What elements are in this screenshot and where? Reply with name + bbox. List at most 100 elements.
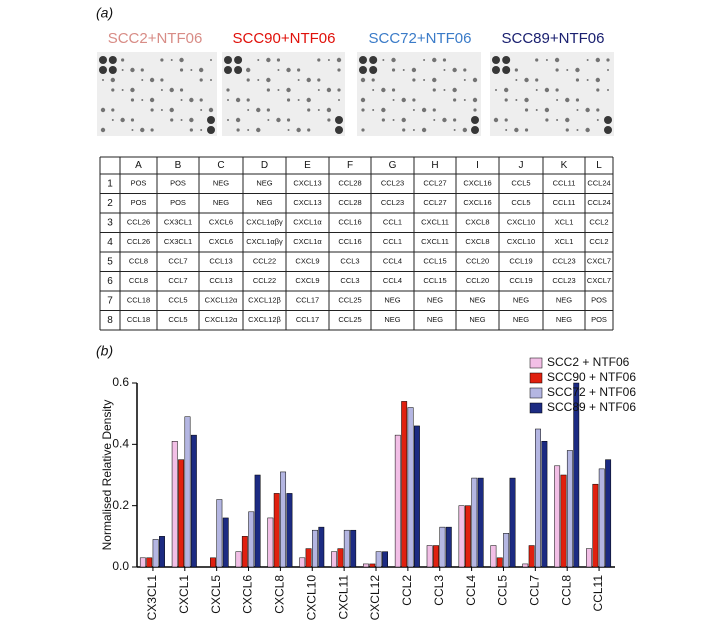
blot-dot xyxy=(297,68,301,72)
blot-dot xyxy=(453,118,457,122)
blot-dot xyxy=(234,56,243,64)
table-cell: CCL8 xyxy=(129,257,148,266)
bar xyxy=(159,536,165,568)
table-cell: NEG xyxy=(556,296,572,305)
blot-title: SCC2+NTF06 xyxy=(108,30,203,47)
blot-dot xyxy=(495,89,497,91)
x-tick-label: CCL3 xyxy=(432,575,446,606)
column-header: B xyxy=(175,160,182,171)
blot-dot xyxy=(307,128,311,132)
blot-dot xyxy=(565,97,570,103)
blot-dot xyxy=(442,117,447,123)
table-cell: POS xyxy=(591,315,607,324)
blot-dot xyxy=(297,79,300,81)
table-cell: CCL24 xyxy=(587,198,610,207)
bar xyxy=(241,536,248,568)
blot-dot xyxy=(246,78,250,82)
table-cell: CCL5 xyxy=(511,198,530,207)
blot-image xyxy=(97,52,217,136)
x-tick-label: CXCL12 xyxy=(368,575,382,621)
table-cell: CCL28 xyxy=(338,198,361,207)
bar xyxy=(496,557,503,568)
blot-dot xyxy=(452,87,457,93)
blot-dot xyxy=(586,59,589,61)
table-cell: CCL13 xyxy=(209,257,232,266)
blot-dot xyxy=(170,118,174,122)
table-cell: CCL25 xyxy=(338,296,361,305)
blot-dot xyxy=(391,68,396,72)
blot-dot xyxy=(524,77,529,83)
blot-dot xyxy=(382,59,385,61)
table-cell: POS xyxy=(131,179,147,188)
blot-dot xyxy=(432,77,437,83)
table-cell: NEG xyxy=(556,315,572,324)
table-cell: XCL1 xyxy=(555,237,574,246)
table-cell: NEG xyxy=(384,315,400,324)
blot-dot xyxy=(179,88,184,92)
table-cell: CXCL10 xyxy=(507,237,535,246)
bar xyxy=(535,428,541,568)
blot-dot xyxy=(130,98,135,102)
bar xyxy=(222,517,229,568)
bar xyxy=(560,474,567,568)
blot-dot xyxy=(257,79,260,81)
blot-dot xyxy=(535,89,538,91)
blot-dot xyxy=(108,66,117,74)
blot-dot xyxy=(108,56,117,64)
blot-dot xyxy=(170,59,173,61)
blot-dot xyxy=(336,57,342,63)
blot-dot xyxy=(189,128,193,132)
bar xyxy=(471,477,478,568)
blot-dot xyxy=(297,99,300,101)
table-cell: CCL25 xyxy=(338,315,361,324)
table-cell: CCL7 xyxy=(168,257,187,266)
blot-dot xyxy=(515,99,518,101)
blot-dot xyxy=(189,97,194,103)
blot-dot xyxy=(150,128,154,132)
blot-dot xyxy=(189,117,194,123)
table-cell: CXCL6 xyxy=(209,237,233,246)
x-tick-label: CCL2 xyxy=(400,575,414,606)
blot-dot xyxy=(317,109,320,111)
bar xyxy=(605,459,612,568)
blot-dot xyxy=(110,77,116,83)
blot-dot xyxy=(210,59,212,61)
table-cell: CCL23 xyxy=(381,198,404,207)
blot-dot xyxy=(180,99,183,101)
x-tick-label: CXCL10 xyxy=(304,575,318,621)
table-cell: CCL15 xyxy=(423,257,446,266)
bar xyxy=(312,529,318,568)
blot-dot xyxy=(596,119,599,121)
blot-dot xyxy=(604,126,612,134)
table-cell: CCL5 xyxy=(168,296,187,305)
legend-label: SCC2 + NTF06 xyxy=(547,355,630,369)
x-tick-label: CXCL11 xyxy=(336,575,350,620)
row-header: 7 xyxy=(107,295,113,306)
blot-dot xyxy=(286,67,291,73)
blot-dot xyxy=(207,116,215,124)
row-header: 1 xyxy=(107,178,113,189)
blot-dot xyxy=(565,117,570,123)
bar xyxy=(573,382,580,568)
row-header: 8 xyxy=(107,315,113,326)
blot-dot xyxy=(256,127,261,133)
x-tick-label: CCL5 xyxy=(496,575,510,606)
blot-dot xyxy=(432,88,436,92)
blot-dot xyxy=(296,127,301,133)
table-cell: CCL1 xyxy=(383,237,402,246)
bar xyxy=(592,483,599,568)
table-cell: NEG xyxy=(513,315,529,324)
x-tick-label: CX3CL1 xyxy=(145,575,159,621)
blot-dot xyxy=(504,98,508,102)
table-cell: CXCL9 xyxy=(295,276,319,285)
bar xyxy=(216,499,223,568)
blot-dot xyxy=(111,119,114,121)
bar xyxy=(490,545,497,568)
blot-dot xyxy=(266,77,271,83)
blot-dot xyxy=(453,98,457,102)
x-tick-label: CCL4 xyxy=(464,575,478,606)
table-cell: NEG xyxy=(469,315,485,324)
table-cell: CXCL12β xyxy=(248,315,281,324)
blot-dot xyxy=(266,88,270,92)
blot-dot xyxy=(277,69,280,71)
